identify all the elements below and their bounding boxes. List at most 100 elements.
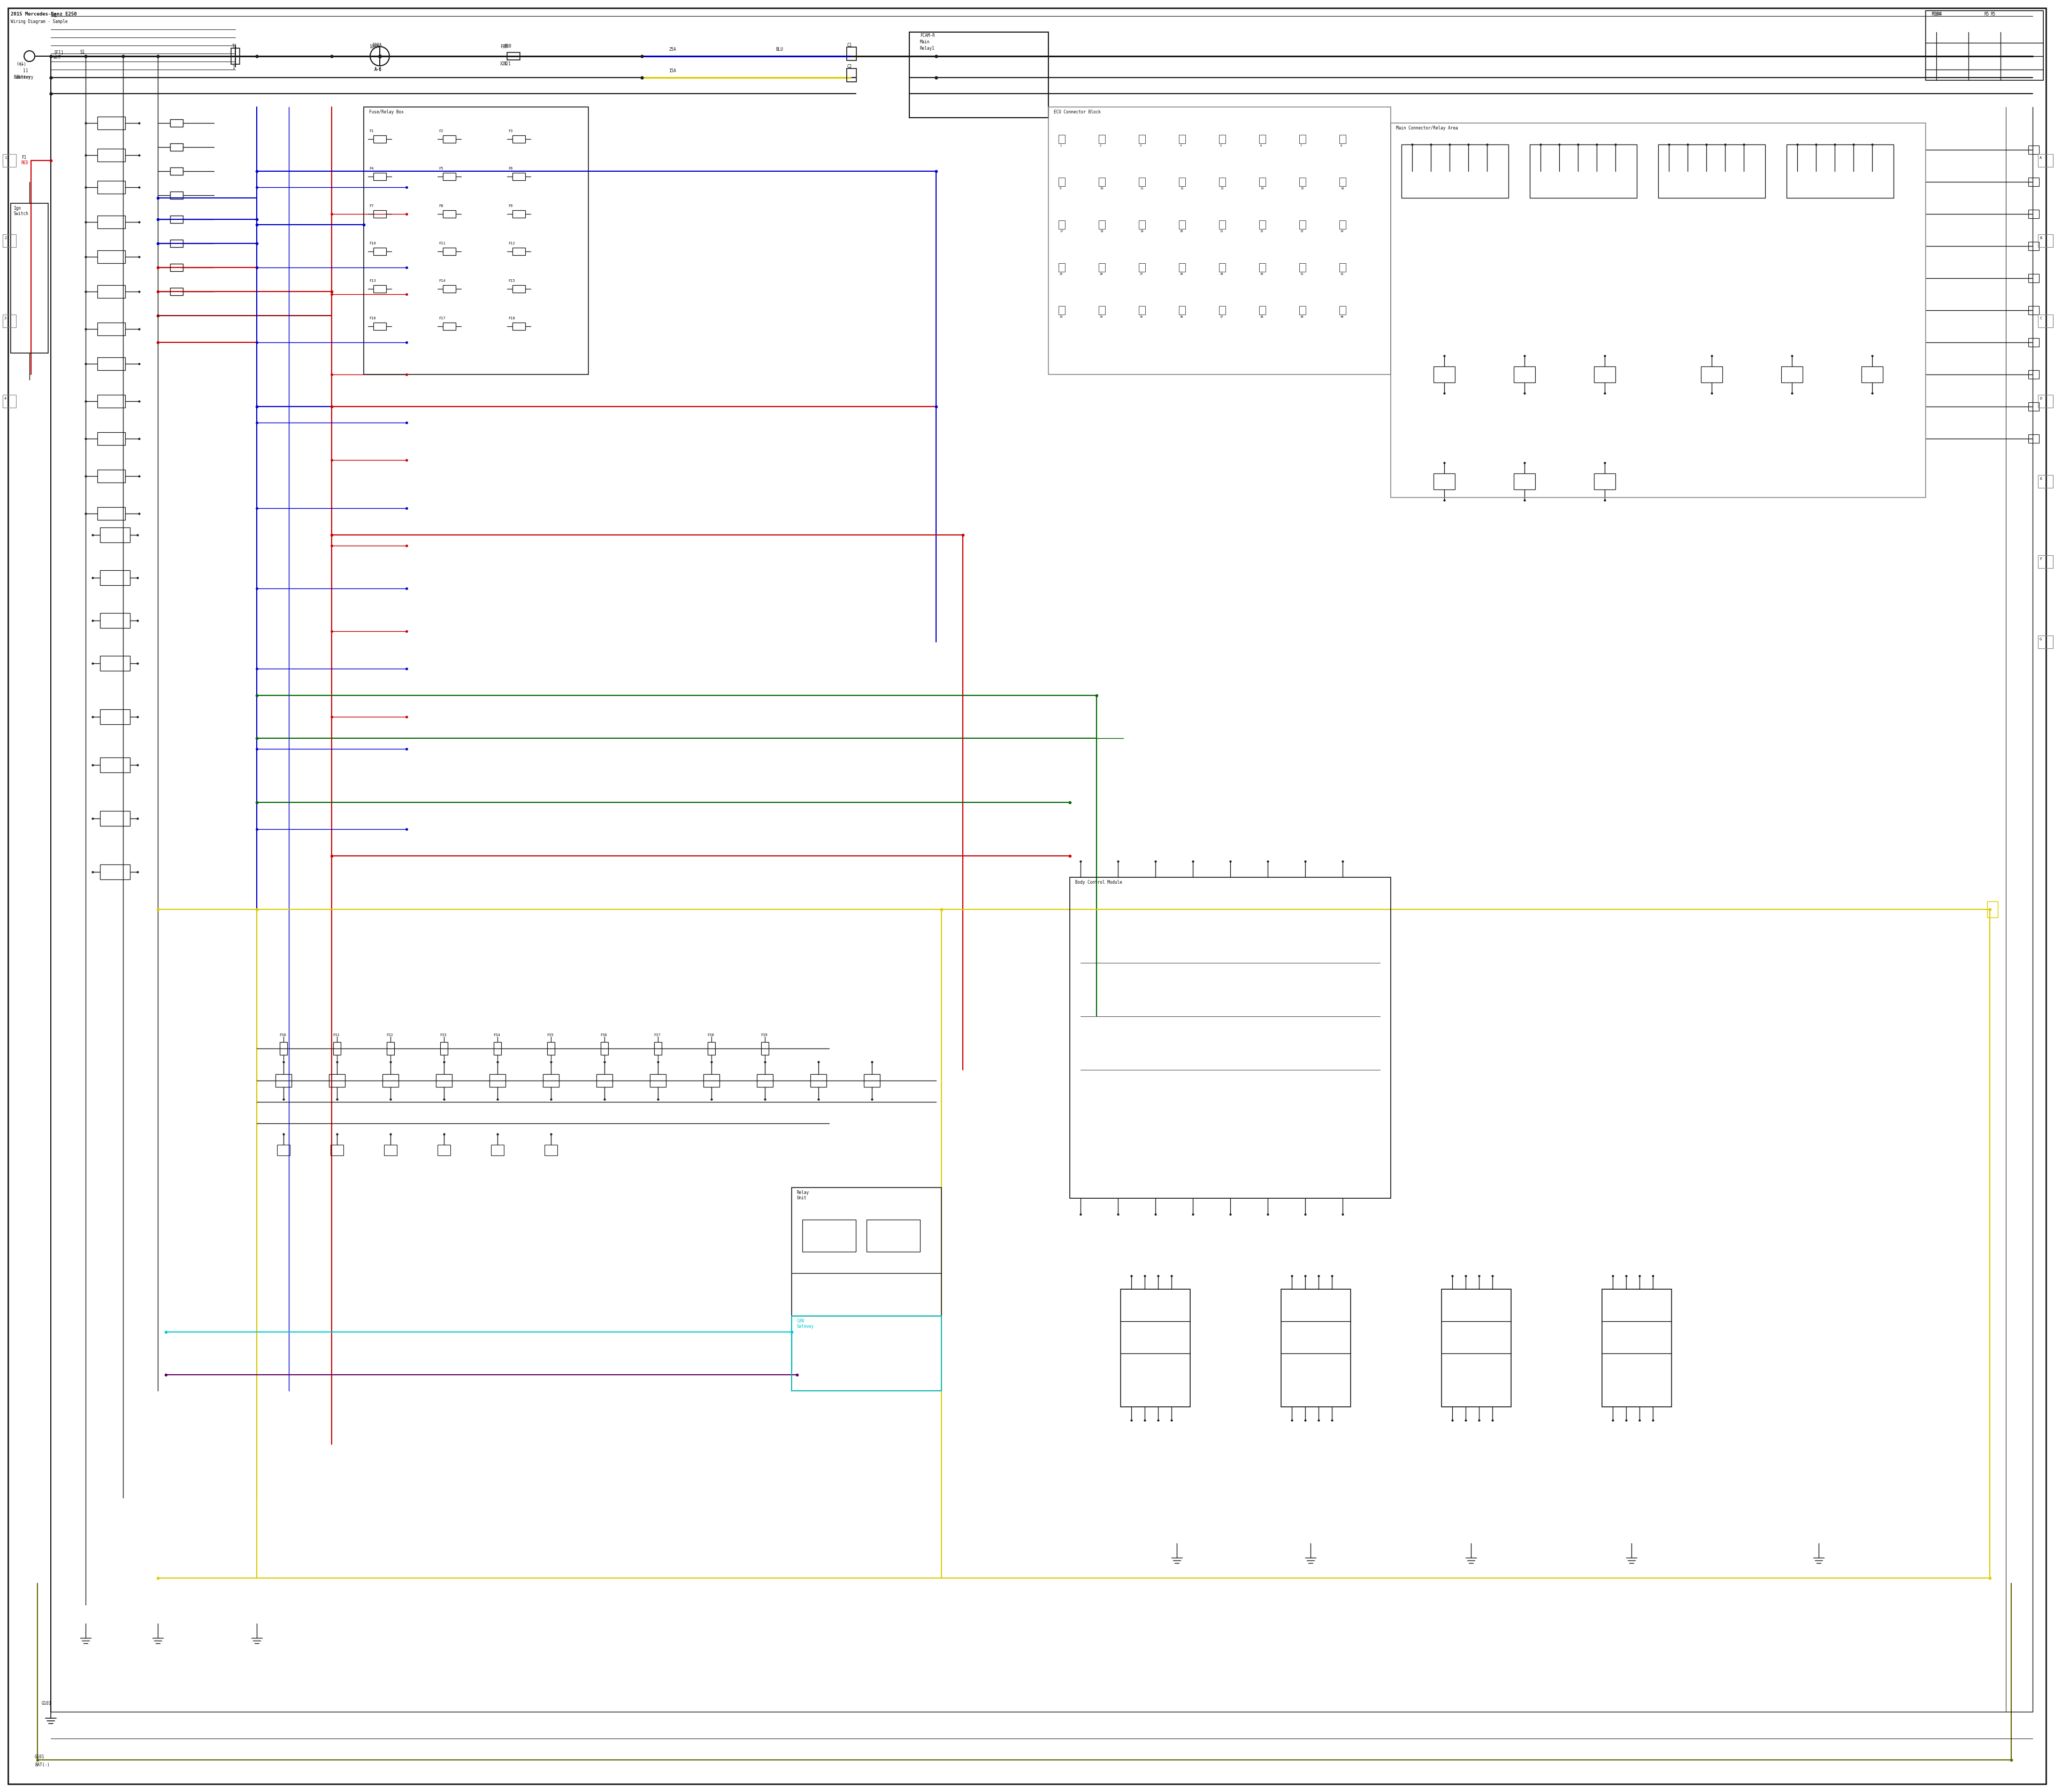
Text: F34: F34 [493,1034,499,1038]
Bar [1401,145,1508,197]
Bar [444,210,456,217]
Text: F35: F35 [546,1034,553,1038]
Bar [97,470,125,482]
Bar [440,1041,448,1055]
Bar [1339,263,1345,272]
Bar [1179,177,1185,186]
Text: 12: 12 [1179,186,1183,190]
Text: 15: 15 [1300,186,1304,190]
Bar [2038,315,2052,328]
Text: RED: RED [21,161,29,165]
Text: F5: F5 [440,167,444,170]
Text: 11: 11 [1140,186,1144,190]
Bar [101,527,129,543]
Text: 30: 30 [1261,272,1263,276]
Text: G101: G101 [35,1754,45,1760]
Text: 19: 19 [1140,229,1144,233]
Bar [2,154,16,167]
Text: 100A: 100A [372,43,382,48]
Bar [865,1073,879,1088]
Text: 13: 13 [1220,186,1224,190]
Text: 20: 20 [1179,229,1183,233]
Bar [1121,1288,1189,1407]
Bar [444,136,456,143]
Text: 25: 25 [1060,272,1064,276]
Bar [2027,242,2040,251]
Bar [511,210,526,217]
Text: F2: F2 [440,129,444,133]
Bar [1927,11,2044,81]
Text: 22: 22 [1261,229,1263,233]
Text: F104: F104 [1931,13,1941,16]
Bar [596,1073,612,1088]
Text: H1: H1 [53,13,58,18]
Text: G: G [2040,638,2042,642]
Bar [1781,366,1803,382]
Text: F39: F39 [760,1034,768,1038]
Bar [1514,473,1534,489]
Bar [1099,134,1105,143]
Bar [1048,108,1391,375]
Bar [2027,306,2040,315]
Bar [2027,371,2040,378]
Bar [867,1220,920,1253]
Text: Relay1: Relay1 [920,47,935,50]
Bar [170,240,183,247]
Bar [170,263,183,271]
Bar [1514,366,1534,382]
Bar [1300,134,1306,143]
Bar [101,570,129,586]
Bar [364,108,587,375]
Bar [170,167,183,176]
Text: F37: F37 [653,1034,661,1038]
Text: 1: 1 [25,68,27,73]
Bar [1138,177,1146,186]
Text: [E1]: [E1] [53,50,64,54]
Text: 1: 1 [23,68,25,73]
Bar [374,136,386,143]
Bar [1218,177,1226,186]
Bar [101,613,129,627]
Bar [1058,134,1064,143]
Bar [511,172,526,181]
Text: F1: F1 [21,156,27,159]
Bar [1259,306,1265,315]
Text: 39: 39 [1300,315,1304,319]
Text: 15A: 15A [670,68,676,73]
Bar [511,323,526,330]
Bar [374,210,386,217]
Bar [791,1188,941,1391]
Text: F38: F38 [707,1034,715,1038]
Bar [1218,220,1226,229]
Bar [1300,263,1306,272]
Text: 29: 29 [1220,272,1224,276]
Bar [386,1041,394,1055]
Bar [1259,220,1265,229]
Text: 25A: 25A [670,47,676,52]
Bar [702,1073,719,1088]
Bar [2027,274,2040,283]
Bar [1339,306,1345,315]
Text: 16: 16 [1341,186,1343,190]
Bar [1300,177,1306,186]
Bar [1787,145,1894,197]
Text: F36: F36 [600,1034,608,1038]
Text: 35: 35 [1140,315,1144,319]
Text: 3: 3 [4,317,6,321]
Bar [170,215,183,222]
Text: F15: F15 [507,280,516,283]
Text: CAN
Gateway: CAN Gateway [797,1319,813,1330]
Bar [1300,220,1306,229]
Text: 10: 10 [1099,186,1103,190]
Bar [1986,901,1999,918]
Bar [170,120,183,127]
Text: 100A: 100A [370,45,380,48]
Text: Body Control Module: Body Control Module [1074,880,1121,885]
Text: T1: T1 [232,43,236,48]
Bar [374,172,386,181]
Bar [762,1041,768,1055]
Bar [277,1145,290,1156]
Text: C1: C1 [846,43,852,48]
Bar [1259,263,1265,272]
Bar [2038,636,2052,649]
